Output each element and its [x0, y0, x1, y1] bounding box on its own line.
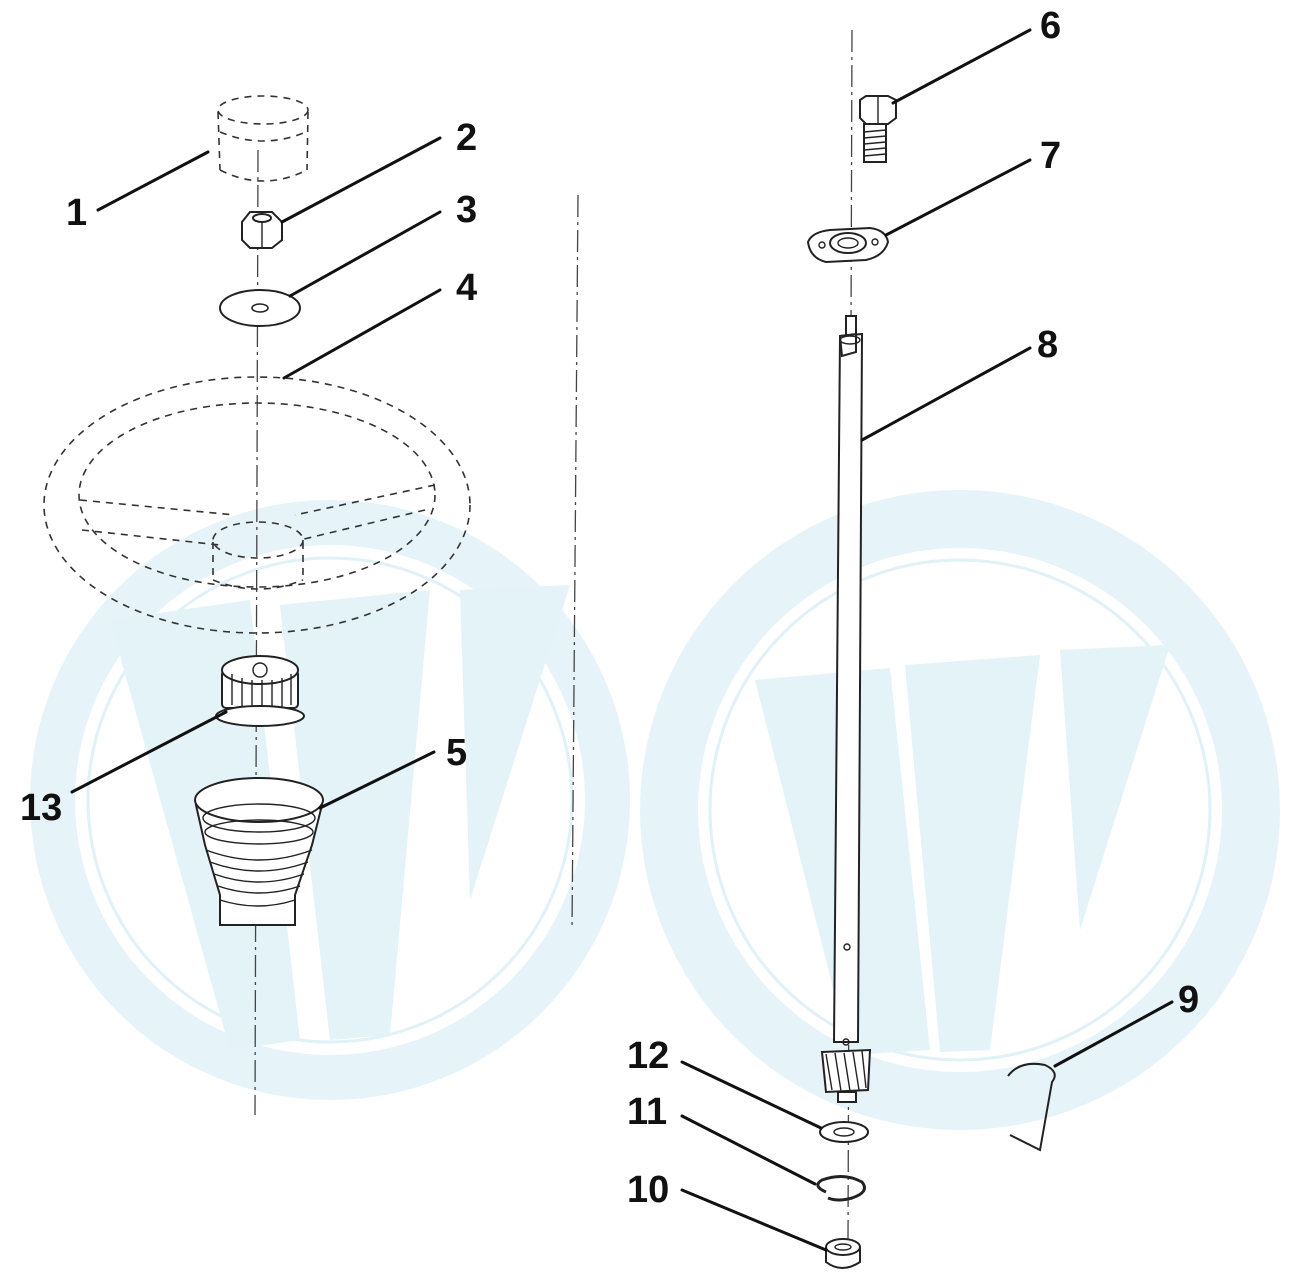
callout-7: 7 [1040, 135, 1061, 177]
callout-10: 10 [627, 1169, 669, 1211]
snap-ring-part-11 [816, 1175, 866, 1202]
watermark-gear-right [640, 490, 1280, 1130]
callout-11: 11 [627, 1091, 667, 1133]
leader-line-2 [280, 136, 442, 224]
wire-clip-part-9 [1007, 1062, 1056, 1152]
leader-line-12 [680, 1060, 823, 1130]
callout-5: 5 [446, 732, 467, 774]
leader-line-7 [884, 158, 1032, 237]
leader-line-9 [1053, 1000, 1174, 1068]
watermark-gear-left [30, 500, 630, 1100]
washer-part-3 [219, 289, 301, 327]
splined-hub-part-13 [215, 655, 305, 727]
callout-4: 4 [456, 267, 477, 309]
bolt-part-6 [859, 95, 897, 163]
leader-line-5 [318, 750, 436, 810]
nut-part-2 [241, 211, 283, 249]
bushing-part-10 [825, 1238, 861, 1269]
leader-lines [70, 28, 1174, 1252]
leader-line-13 [70, 710, 228, 794]
steering-wheel-part-4 [43, 376, 471, 634]
callout-2: 2 [456, 117, 477, 159]
leader-line-4 [282, 288, 442, 380]
callout-9: 9 [1178, 979, 1199, 1021]
cap-part-1 [217, 95, 309, 182]
leader-line-3 [288, 210, 442, 298]
washer-part-12 [819, 1121, 869, 1143]
callout-3: 3 [456, 189, 477, 231]
leader-line-1 [96, 150, 210, 212]
leader-line-8 [860, 346, 1032, 442]
center-divider-line [571, 194, 579, 931]
callout-13: 13 [20, 787, 62, 829]
callout-8: 8 [1037, 324, 1058, 366]
callout-1: 1 [66, 192, 87, 234]
callout-12: 12 [627, 1035, 669, 1077]
steering-shaft-part-8 [820, 315, 872, 1103]
callout-labels: 1 2 3 4 5 6 7 8 9 10 11 12 13 [20, 5, 1199, 1211]
boot-part-5 [194, 777, 324, 926]
flange-part-7 [806, 226, 890, 264]
leader-line-6 [891, 28, 1032, 105]
callout-6: 6 [1040, 5, 1061, 47]
leader-line-11 [680, 1114, 817, 1186]
leader-line-10 [680, 1188, 828, 1252]
